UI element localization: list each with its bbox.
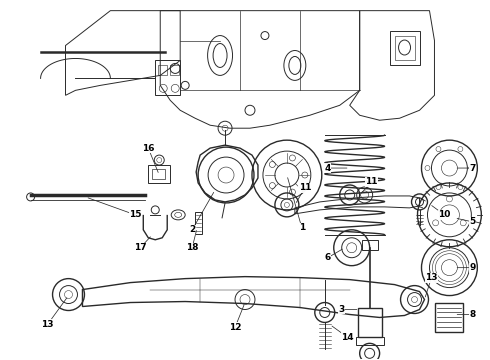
Bar bbox=[158, 66, 167, 75]
Text: 9: 9 bbox=[469, 263, 475, 272]
Text: 1: 1 bbox=[299, 223, 305, 232]
Bar bbox=[356, 337, 384, 345]
Text: 15: 15 bbox=[129, 210, 142, 219]
Bar bbox=[152, 169, 165, 179]
Text: 7: 7 bbox=[469, 163, 475, 172]
Bar bbox=[148, 165, 170, 183]
Text: 16: 16 bbox=[142, 144, 154, 153]
Text: 5: 5 bbox=[469, 217, 475, 226]
Text: 11: 11 bbox=[298, 184, 311, 193]
Text: 8: 8 bbox=[469, 310, 475, 319]
Text: 11: 11 bbox=[366, 177, 378, 186]
Bar bbox=[436, 302, 464, 332]
Text: 14: 14 bbox=[342, 333, 354, 342]
Text: 3: 3 bbox=[339, 305, 345, 314]
Bar bbox=[362, 240, 378, 250]
Bar bbox=[170, 66, 179, 75]
Text: 13: 13 bbox=[41, 320, 54, 329]
Bar bbox=[195, 212, 202, 234]
Text: 18: 18 bbox=[186, 243, 198, 252]
Text: 10: 10 bbox=[438, 210, 451, 219]
Bar bbox=[394, 36, 415, 60]
Text: 12: 12 bbox=[229, 323, 241, 332]
Text: 4: 4 bbox=[324, 163, 331, 172]
Text: 17: 17 bbox=[134, 243, 147, 252]
Text: 6: 6 bbox=[325, 253, 331, 262]
Text: 2: 2 bbox=[189, 225, 196, 234]
Bar bbox=[358, 307, 382, 337]
Text: 13: 13 bbox=[425, 273, 438, 282]
Bar bbox=[390, 31, 419, 66]
Bar bbox=[155, 60, 180, 95]
